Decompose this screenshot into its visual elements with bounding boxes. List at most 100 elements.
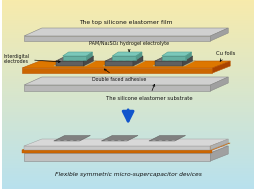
Bar (2, 50, 254, 52)
Bar (2, 30, 254, 32)
Bar (2, 100, 254, 102)
Bar (2, 118, 254, 120)
Polygon shape (135, 52, 141, 60)
Bar (2, 12, 254, 14)
Bar (2, 93, 254, 94)
Bar (2, 186, 254, 188)
Bar (2, 26, 254, 28)
Bar (2, 120, 254, 122)
Polygon shape (22, 143, 229, 150)
Bar (2, 20, 254, 21)
Bar (2, 33, 254, 35)
Bar (2, 138, 254, 140)
Bar (2, 99, 254, 101)
Polygon shape (133, 56, 142, 66)
Polygon shape (65, 60, 69, 61)
Bar (2, 170, 254, 171)
Bar (2, 41, 254, 43)
Bar (2, 86, 254, 88)
Bar (2, 133, 254, 135)
Bar (2, 147, 254, 149)
Bar (2, 0, 254, 1)
Polygon shape (56, 61, 83, 66)
Text: The silicone elastomer substrate: The silicone elastomer substrate (105, 84, 192, 101)
Bar (2, 70, 254, 72)
Bar (2, 123, 254, 125)
Bar (2, 25, 254, 26)
Bar (2, 162, 254, 164)
Polygon shape (24, 153, 210, 161)
Bar (2, 176, 254, 178)
Bar (2, 31, 254, 33)
Text: Cu foils: Cu foils (215, 51, 234, 61)
Bar (2, 80, 254, 82)
Bar (2, 42, 254, 44)
Bar (2, 29, 254, 30)
Bar (2, 156, 254, 157)
Bar (2, 54, 254, 55)
Bar (2, 152, 254, 154)
Polygon shape (115, 60, 119, 61)
Bar (2, 39, 254, 40)
Polygon shape (22, 150, 212, 153)
Bar (2, 45, 254, 47)
Bar (2, 122, 254, 123)
Bar (2, 168, 254, 170)
Text: The top silicone elastomer film: The top silicone elastomer film (79, 20, 172, 25)
Bar (2, 115, 254, 117)
Bar (2, 13, 254, 15)
Polygon shape (24, 85, 210, 91)
Bar (2, 127, 254, 129)
Bar (2, 60, 254, 62)
Bar (2, 173, 254, 175)
Polygon shape (171, 60, 175, 61)
Bar (2, 27, 254, 29)
Bar (2, 51, 254, 53)
Bar (2, 167, 254, 169)
Bar (2, 94, 254, 96)
Bar (2, 166, 254, 168)
Bar (2, 98, 254, 100)
Bar (2, 129, 254, 131)
Polygon shape (178, 60, 182, 61)
Bar (2, 132, 254, 134)
Polygon shape (210, 77, 227, 91)
Bar (2, 15, 254, 16)
Bar (2, 160, 254, 161)
Polygon shape (22, 68, 212, 73)
Bar (2, 83, 254, 84)
Bar (2, 18, 254, 20)
Text: PAM/Na₂SO₄ hydrogel electrolyte: PAM/Na₂SO₄ hydrogel electrolyte (89, 41, 168, 52)
Polygon shape (58, 60, 62, 61)
Polygon shape (154, 61, 182, 66)
Bar (2, 131, 254, 132)
Bar (2, 74, 254, 76)
Bar (2, 163, 254, 165)
Polygon shape (54, 136, 90, 141)
Bar (2, 10, 254, 11)
Text: Flexible symmetric micro-supercapacitor devices: Flexible symmetric micro-supercapacitor … (54, 172, 201, 177)
Polygon shape (164, 60, 168, 61)
Bar (2, 185, 254, 187)
Bar (2, 91, 254, 93)
Bar (2, 65, 254, 67)
Bar (2, 37, 254, 39)
Bar (2, 23, 254, 25)
Polygon shape (54, 60, 96, 66)
Polygon shape (56, 56, 93, 61)
Polygon shape (182, 56, 192, 66)
Bar (2, 119, 254, 121)
Bar (2, 1, 254, 2)
Bar (2, 84, 254, 86)
Bar (2, 112, 254, 113)
Bar (2, 178, 254, 180)
Bar (2, 128, 254, 130)
Polygon shape (157, 60, 161, 61)
Bar (2, 71, 254, 73)
Polygon shape (86, 52, 92, 60)
Bar (2, 103, 254, 105)
Bar (2, 149, 254, 151)
Bar (2, 8, 254, 10)
Polygon shape (212, 61, 229, 73)
Bar (2, 97, 254, 98)
